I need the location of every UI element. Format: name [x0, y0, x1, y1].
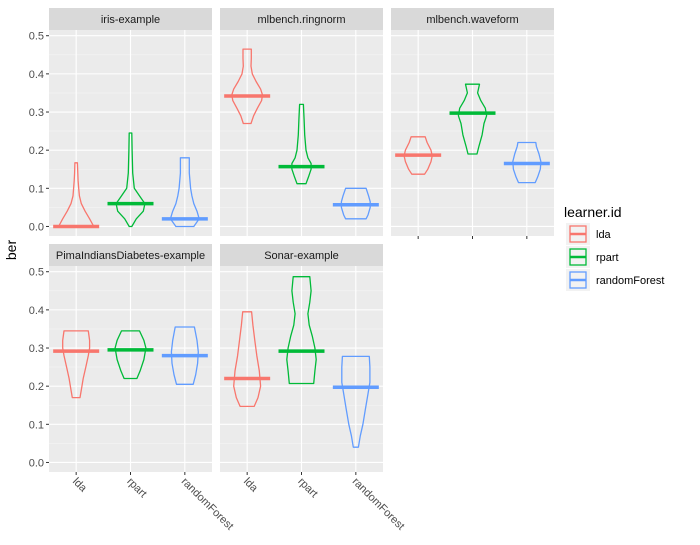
y-tick-label: 0.2	[29, 381, 44, 393]
violin-lda	[62, 330, 91, 399]
y-tick-label: 0.4	[29, 69, 44, 81]
violin-randomForest	[512, 141, 542, 184]
legend-title: learner.id	[564, 204, 622, 220]
facet-panels: iris-example 0.0 0.1 0.2 0.3 0.4 0.5 mlbench.ri…	[29, 8, 554, 533]
facet-strip	[220, 244, 383, 266]
facet-panel: iris-example 0.0 0.1 0.2 0.3 0.4 0.5	[29, 8, 212, 236]
facet-strip-label: mlbench.waveform	[426, 14, 518, 26]
violin-rpart	[291, 103, 312, 185]
facet-panel: mlbench.ringnorm	[220, 8, 383, 236]
facet-panel: PimaIndiansDiabetes-example 0.0 0.1 0.2 0.3 0…	[29, 244, 236, 533]
violin-lda	[57, 162, 95, 228]
facet-strip-label: PimaIndiansDiabetes-example	[56, 250, 205, 262]
facet-strip-label: iris-example	[101, 14, 160, 26]
legend-label-lda: lda	[596, 229, 612, 241]
violin-rpart	[114, 330, 147, 380]
violin-lda	[403, 136, 433, 175]
y-tick-label: 0.5	[29, 31, 44, 43]
facet-strip-label: Sonar-example	[264, 250, 339, 262]
legend-label-randomForest: randomForest	[596, 275, 664, 287]
legend-label-rpart: rpart	[596, 252, 619, 264]
violin-randomForest	[170, 326, 199, 385]
facet-strip-label: mlbench.ringnorm	[257, 14, 345, 26]
y-tick-label: 0.0	[29, 221, 44, 233]
y-tick-label: 0.5	[29, 267, 44, 279]
facet-panel: mlbench.waveform	[391, 8, 554, 239]
violin-randomForest	[341, 355, 371, 448]
facet-strip	[220, 8, 383, 30]
facet-strip	[391, 8, 554, 30]
y-tick-label: 0.1	[29, 419, 44, 431]
violin-randomForest	[340, 187, 371, 220]
violin-rpart	[286, 276, 317, 385]
y-axis-title: ber	[3, 240, 19, 261]
violin-randomForest	[169, 157, 200, 228]
y-tick-label: 0.3	[29, 107, 44, 119]
violin-rpart	[457, 83, 488, 155]
legend: learner.id lda rpart randomForest	[564, 204, 664, 291]
y-tick-label: 0.2	[29, 145, 44, 157]
y-tick-label: 0.0	[29, 457, 44, 469]
facet-strip	[49, 8, 212, 30]
facet-strip	[49, 244, 212, 266]
violin-lda	[233, 311, 262, 408]
y-tick-label: 0.4	[29, 305, 44, 317]
y-tick-label: 0.1	[29, 183, 44, 195]
y-tick-label: 0.3	[29, 343, 44, 355]
